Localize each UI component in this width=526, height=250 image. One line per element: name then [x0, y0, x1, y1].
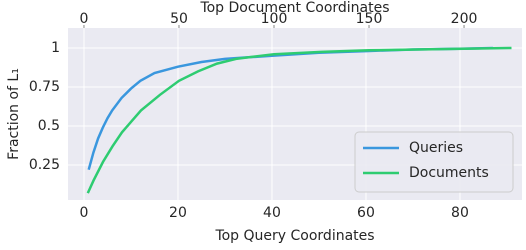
x-tick-label: 80 — [451, 205, 469, 221]
x-tick-label: 0 — [80, 205, 89, 221]
x-tick-label: 60 — [357, 205, 375, 221]
y-axis-label: Fraction of L₁ — [6, 68, 22, 160]
x2-tick-label: 200 — [451, 11, 478, 27]
x2-axis-label: Top Document Coordinates — [199, 0, 389, 16]
y-tick-label: 0.5 — [38, 118, 60, 134]
grid — [68, 25, 522, 200]
x2-tick-label: 150 — [356, 11, 383, 27]
x-axis-label: Top Query Coordinates — [214, 228, 374, 244]
lines — [86, 46, 512, 194]
legend: Queries Documents — [354, 131, 514, 193]
x2-tick-label: 0 — [80, 11, 89, 27]
legend-label: Documents — [409, 165, 489, 181]
y-tick-label: 1 — [51, 40, 60, 56]
x-tick-label: 20 — [169, 205, 187, 221]
x2-tick-label: 100 — [261, 11, 288, 27]
x-tick-label: 40 — [263, 205, 281, 221]
legend-label: Queries — [409, 140, 463, 156]
series-line — [86, 46, 512, 194]
x2-tick-label: 50 — [170, 11, 188, 27]
y-tick-label: 0.25 — [29, 157, 60, 173]
y-tick-label: 0.75 — [29, 79, 60, 95]
